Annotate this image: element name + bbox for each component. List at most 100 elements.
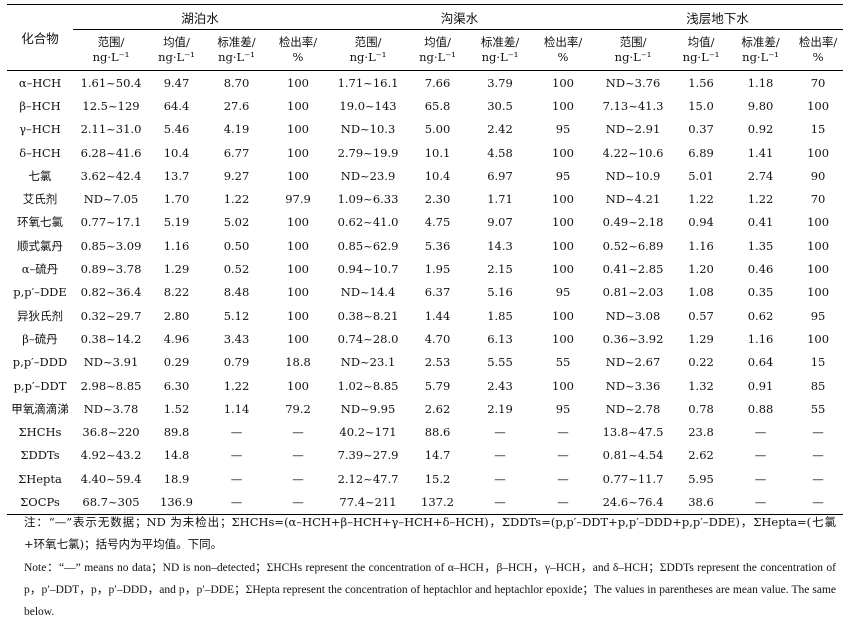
table-cell-std-dev: 30.5 (487, 98, 513, 113)
table-cell-std-dev: 14.3 (487, 238, 513, 253)
table-cell-mean: 5.36 (424, 238, 451, 253)
table-cell-std-dev: 27.6 (223, 98, 250, 113)
table-cell-detection-rate: 100 (552, 378, 574, 393)
subheader-label: 均值/ (687, 35, 715, 49)
table-cell-std-dev: 1.41 (747, 145, 774, 160)
table-cell-mean: 1.95 (424, 262, 451, 277)
subheader-label: 标准差/ (217, 35, 256, 49)
table-cell-mean: 7.66 (424, 75, 451, 90)
subheader-unit: ng·L⁻¹ (481, 50, 519, 64)
table-cell-range: 2.11~31.0 (80, 122, 142, 137)
table-cell-mean: 136.9 (149, 490, 204, 515)
table-cell-range: 1.02~8.85 (337, 378, 399, 393)
table-cell-range: 0.81~2.03 (602, 285, 664, 300)
table-cell-detection-rate: 15 (810, 122, 826, 137)
table-cell-range: ND~7.05 (83, 192, 139, 207)
table-cell-detection-rate: 100 (807, 215, 830, 230)
table-cell-detection-rate: — (812, 471, 824, 486)
table-cell-mean: 1.32 (688, 378, 714, 393)
table-cell-std-dev: 1.35 (747, 238, 774, 253)
table-cell-std-dev: 2.42 (487, 122, 513, 137)
ocp-concentration-table: 化合物 湖泊水 沟渠水 浅层地下水 范围/ng·L⁻¹ 均值/ng·L⁻¹ 标准差/… (7, 4, 844, 515)
table-cell-detection-rate: 100 (287, 308, 309, 323)
subheader-std-dev: 标准差/ng·L⁻¹ (728, 29, 794, 71)
table-row: ΣOCPs 68.7~305 136.9— —77.4~211 137.2— —24.6~… (7, 490, 844, 515)
table-cell-std-dev: 9.07 (487, 215, 513, 230)
table-cell-std-dev: 6.77 (223, 145, 250, 160)
table-cell-range: 19.0~143 (339, 98, 397, 113)
table-cell-range: ND~10.3 (340, 122, 396, 137)
table-cell-range: ND~23.9 (340, 168, 396, 183)
table-cell-range: ND~10.9 (605, 168, 661, 183)
table-cell-mean: 0.78 (688, 401, 714, 416)
table-cell-range: 0.36~3.92 (602, 331, 664, 346)
table-cell-range: 4.40~59.4 (80, 471, 142, 486)
table-cell-mean: 2.62 (688, 448, 714, 463)
compound-name: ΣOCPs (7, 490, 73, 515)
table-cell-mean: 0.57 (688, 308, 714, 323)
table-cell-mean: 15.0 (688, 98, 714, 113)
subheader-unit: ng·L⁻¹ (92, 50, 130, 64)
table-cell-mean: 5.95 (688, 471, 714, 486)
subheader-unit: ng·L⁻¹ (742, 50, 779, 64)
table-cell-range: ND~2.78 (605, 401, 661, 416)
group-header-shallow-groundwater: 浅层地下水 (592, 4, 844, 30)
table-cell-mean: 10.4 (163, 145, 190, 160)
table-cell-range: 40.2~171 (339, 425, 397, 440)
table-cell-std-dev: 4.58 (487, 145, 513, 160)
table-cell-detection-rate: 100 (552, 238, 574, 253)
table-cell-mean: 1.70 (163, 192, 190, 207)
table-cell-mean: 1.29 (688, 331, 714, 346)
table-cell-mean: 1.16 (688, 238, 714, 253)
table-cell-range: 0.32~29.7 (80, 308, 142, 323)
table-cell-range: 2.79~19.9 (337, 145, 399, 160)
table-cell-detection-rate: 100 (287, 331, 309, 346)
table-cell-detection-rate: 100 (807, 145, 830, 160)
subheader-range: 范围/ng·L⁻¹ (73, 29, 149, 71)
table-cell-std-dev: 1.18 (747, 75, 774, 90)
table-cell-mean: 1.20 (688, 262, 714, 277)
compound-name: γ–HCH (19, 122, 61, 137)
table-cell-mean: 38.6 (674, 490, 729, 515)
table-cell-mean: 6.89 (688, 145, 714, 160)
table-cell-mean: 0.37 (688, 122, 714, 137)
table-cell-detection-rate: 100 (552, 75, 574, 90)
subheader-std-dev: 标准差/ng·L⁻¹ (204, 29, 269, 71)
table-cell-detection-rate: 100 (807, 262, 830, 277)
table-row: ΣHCHs 36.8~220 89.8 — — 40.2~171 88.6 — — 13.8~47… (7, 420, 843, 443)
table-cell-detection-rate: 18.8 (285, 355, 311, 370)
table-cell-mean: 23.8 (688, 425, 714, 440)
table-cell-range: 4.22~10.6 (602, 145, 664, 160)
table-cell-detection-rate: 100 (807, 98, 830, 113)
table-cell-detection-rate: 95 (555, 401, 571, 416)
compound-name: δ–HCH (19, 145, 61, 160)
compound-name: 环氧七氯 (17, 215, 63, 230)
table-cell-detection-rate: 100 (552, 262, 574, 277)
subheader-unit: % (292, 50, 304, 64)
table-cell-std-dev: — (494, 448, 506, 463)
table-cell-range: ND~3.36 (605, 378, 661, 393)
table-cell-range: 1.71~16.1 (337, 75, 399, 90)
table-cell-std-dev: 0.92 (747, 122, 774, 137)
table-cell-std-dev: 1.16 (747, 331, 774, 346)
table-cell-detection-rate: 100 (552, 308, 574, 323)
table-cell-std-dev: 1.22 (223, 192, 250, 207)
subheader-label: 范围/ (354, 35, 382, 49)
table-cell-std-dev: 4.19 (223, 122, 250, 137)
table-cell-mean: 10.1 (424, 145, 451, 160)
table-cell-detection-rate: 85 (810, 378, 826, 393)
table-cell-mean: 1.56 (688, 75, 714, 90)
table-cell-detection-rate: 95 (555, 168, 571, 183)
table-cell-detection-rate: 100 (807, 238, 830, 253)
table-cell-range: 36.8~220 (82, 425, 140, 440)
table-cell-mean: 88.6 (424, 425, 451, 440)
table-cell-mean: 14.8 (163, 448, 190, 463)
table-cell-std-dev: — (754, 425, 767, 440)
table-cell-range: 0.62~41.0 (337, 215, 399, 230)
table-cell-range: 68.7~305 (73, 490, 149, 515)
table-cell-std-dev: 0.46 (747, 262, 774, 277)
table-cell-mean: 64.4 (163, 98, 190, 113)
table-cell-mean: 18.9 (163, 471, 190, 486)
table-cell-range: 2.12~47.7 (337, 471, 399, 486)
table-cell-std-dev: — (754, 448, 767, 463)
